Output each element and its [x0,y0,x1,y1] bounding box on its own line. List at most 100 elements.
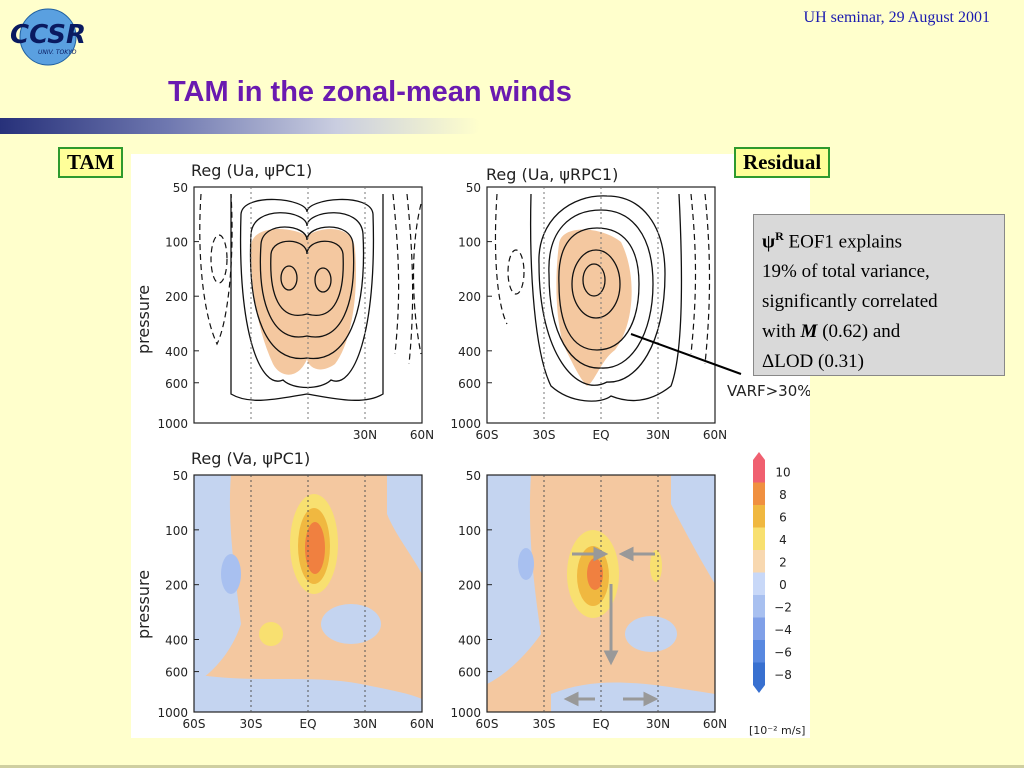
panel-bottom-right-field [487,475,715,712]
colorbar-tick-label: 8 [779,488,787,502]
lat-tick-label: 60N [703,428,727,442]
pressure-tick-label: 200 [458,290,481,304]
note-line-4: with M (0.62) and [762,317,996,347]
lat-tick-label: 60S [476,428,499,442]
grid-top-left [250,187,366,423]
lat-tick-label: 30N [646,717,670,731]
colorbar-tick-label: 6 [779,510,787,524]
panel-top-left-field [199,193,422,401]
colorbar-segment [753,662,765,685]
pressure-tick-label: 400 [165,345,188,359]
pressure-tick-label: 600 [458,666,481,680]
eof-note: ψR EOF1 explains 19% of total variance, … [753,214,1005,376]
pressure-tick-label: 600 [165,377,188,391]
panel-top-right-field [494,193,711,402]
pressure-tick-label: 1000 [157,417,188,431]
pressure-tick-label: 600 [165,666,188,680]
note-line-4-post: (0.62) and [817,321,901,343]
colorbar-tick-label: 0 [779,578,787,592]
colorbar-segment [753,550,765,573]
colorbar: 10 8 6 4 2 0 −2 −4 −6 −8 [753,452,792,693]
colorbar-tick-label: 4 [779,533,787,547]
lat-tick-label: EQ [592,428,609,442]
note-line-3: significantly correlated [762,291,938,313]
pressure-tick-label: 400 [165,634,188,648]
note-line-5-text: LOD (0.31) [774,351,864,373]
pressure-tick-label: 50 [466,469,481,483]
slide-title: TAM in the zonal-mean winds [168,76,572,108]
figure-panels: Reg (Ua, ψPC1) Reg (Ua, ψRPC1) Reg (Va, … [131,154,810,738]
panel-bottom-left-field [194,475,422,712]
lat-tick-label: EQ [592,717,609,731]
pressure-tick-label: 400 [458,634,481,648]
lat-tick-label: 30N [353,717,377,731]
colorbar-tick-label: −2 [774,600,792,614]
psi-superscript: R [775,229,784,243]
colorbar-bottom-arrow [753,685,765,693]
pressure-tick-label: 1000 [157,706,188,720]
pressure-tick-label: 100 [458,236,481,250]
colorbar-tick-label: −8 [774,668,792,682]
logo-subtext: UNIV. TOKYO [38,49,77,56]
lat-tick-label: 30S [533,717,556,731]
tam-label: TAM [58,147,124,178]
pressure-tick-label: 100 [458,524,481,538]
varf-label: VARF>30% [727,382,810,400]
grid-top-right [543,187,659,423]
ylabel-bottom: pressure [134,570,153,639]
pressure-tick-label: 1000 [450,417,481,431]
residual-label: Residual [734,147,831,178]
colorbar-segment [753,640,765,663]
panel-title-bottom-left: Reg (Va, ψPC1) [191,449,310,468]
note-line-5: ΔLOD (0.31) [762,347,996,377]
circulation-arrows [563,546,659,707]
colorbar-segment [753,527,765,550]
colorbar-segment [753,505,765,528]
lat-tick-label: EQ [299,717,316,731]
pressure-tick-label: 50 [173,469,188,483]
colorbar-segment [753,572,765,595]
colorbar-unit: [10⁻² m/s] [749,724,805,737]
pressure-tick-label: 200 [458,579,481,593]
psi-symbol: ψ [762,231,776,253]
note-line-2: 19% of total variance, [762,261,930,283]
colorbar-tick-label: −6 [774,645,792,659]
seminar-label: UH seminar, 29 August 2001 [803,9,990,26]
delta-symbol: Δ [762,351,775,373]
colorbar-top-arrow [753,452,765,460]
lat-tick-label: 30N [353,428,377,442]
lat-tick-label: 60S [183,717,206,731]
pressure-tick-label: 400 [458,345,481,359]
lat-tick-label: 30S [533,428,556,442]
footer-line [0,765,1024,768]
pressure-tick-label: 200 [165,290,188,304]
note-line-1-text: EOF1 explains [783,231,902,253]
pressure-tick-label: 50 [173,181,188,195]
colorbar-segment [753,617,765,640]
pressure-tick-label: 200 [165,579,188,593]
note-line-4-pre: with [762,321,801,343]
pressure-tick-label: 100 [165,524,188,538]
lat-tick-label: 60N [703,717,727,731]
note-line-1: ψR EOF1 explains [762,221,996,257]
pressure-tick-label: 50 [466,181,481,195]
latitude-ticks: 30N 60N 60S 60S 60S 30S 30S 30S EQ EQ EQ 30N 30N 30N 6… [183,428,728,731]
varf-pointer [630,333,742,375]
colorbar-segment [753,482,765,505]
panel-title-top-left: Reg (Ua, ψPC1) [191,161,312,180]
logo-text: CCSR [10,20,86,50]
ylabel-top: pressure [134,285,153,354]
pressure-tick-label: 100 [165,236,188,250]
ccsr-logo: CCSR UNIV. TOKYO [10,8,86,66]
lat-tick-label: 60N [410,717,434,731]
pressure-tick-label: 600 [458,377,481,391]
panel-title-top-right: Reg (Ua, ψRPC1) [486,165,618,184]
colorbar-segment [753,595,765,618]
colorbar-tick-label: −4 [774,623,792,637]
lat-tick-label: 60N [410,428,434,442]
lat-tick-label: 30N [646,428,670,442]
colorbar-segment [753,460,765,483]
note-M: M [800,321,818,343]
pressure-ticks: 50 100 200 400 600 1000 50 100 200 400 600 1000 50 10… [157,181,492,720]
title-underline [0,118,480,134]
